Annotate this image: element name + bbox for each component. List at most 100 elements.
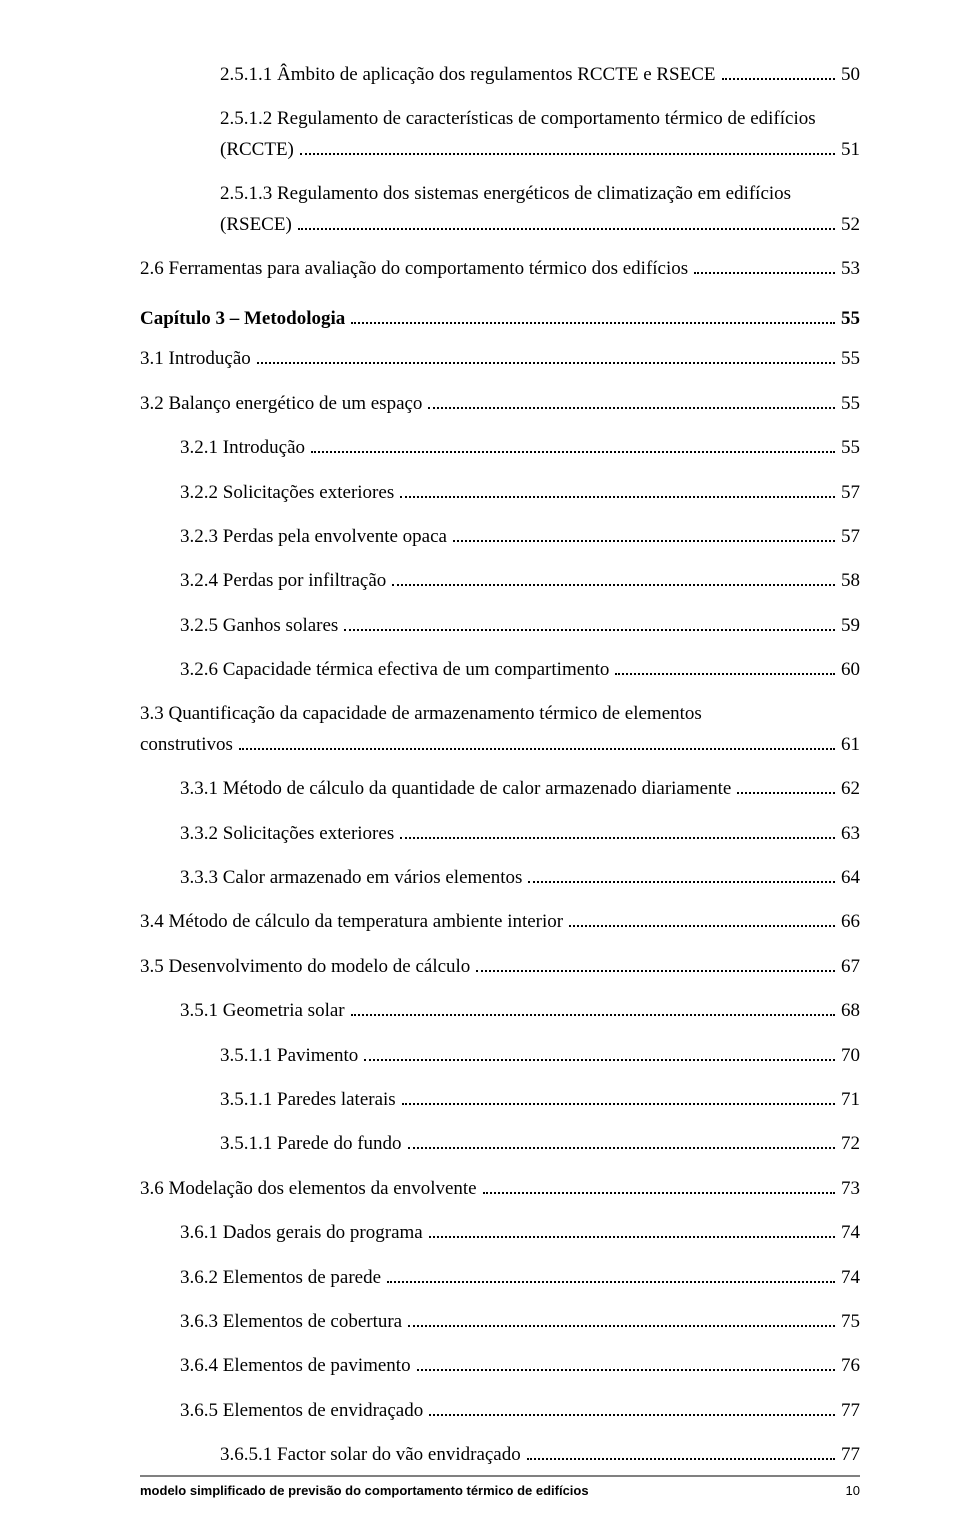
toc-page-number: 55 <box>841 433 860 463</box>
toc-page-number: 59 <box>841 611 860 641</box>
page-footer: modelo simplificado de previsão do compo… <box>140 1475 860 1498</box>
toc-entry-text: 3.3.2 Solicitações exteriores <box>180 819 394 849</box>
toc-entry-text: 3.2.1 Introdução <box>180 433 305 463</box>
toc-container: 2.5.1.1 Âmbito de aplicação dos regulame… <box>140 60 860 1471</box>
toc-entry: 3.5.1.1 Parede do fundo 72 <box>140 1129 860 1159</box>
toc-leader <box>239 748 835 750</box>
toc-entry: 3.3.2 Solicitações exteriores63 <box>140 819 860 849</box>
toc-entry-text: 3.2.2 Solicitações exteriores <box>180 478 394 508</box>
toc-entry-text: 3.3.1 Método de cálculo da quantidade de… <box>180 774 731 804</box>
toc-leader <box>528 881 835 883</box>
toc-page-number: 50 <box>841 60 860 90</box>
toc-leader <box>344 629 835 631</box>
toc-entry: 3.2.5 Ganhos solares 59 <box>140 611 860 641</box>
toc-page-number: 70 <box>841 1041 860 1071</box>
toc-leader <box>694 272 835 274</box>
toc-page-number: 68 <box>841 996 860 1026</box>
toc-entry: 3.6.1 Dados gerais do programa74 <box>140 1218 860 1248</box>
toc-page-number: 76 <box>841 1351 860 1381</box>
toc-page-number: 52 <box>841 210 860 240</box>
toc-page-number: 58 <box>841 566 860 596</box>
toc-entry: 3.6.5.1 Factor solar do vão envidraçado7… <box>140 1440 860 1470</box>
toc-entry: 3.2.3 Perdas pela envolvente opaca57 <box>140 522 860 552</box>
footer-divider <box>140 1475 860 1477</box>
toc-leader <box>364 1059 835 1061</box>
footer-content: modelo simplificado de previsão do compo… <box>140 1483 860 1498</box>
toc-entry: 3.1 Introdução55 <box>140 344 860 374</box>
toc-entry-text: 3.5.1.1 Parede do fundo <box>220 1129 402 1159</box>
toc-entry-text: 3.6.3 Elementos de cobertura <box>180 1307 402 1337</box>
toc-page-number: 77 <box>841 1396 860 1426</box>
toc-leader <box>298 228 835 230</box>
toc-entry-text: 3.2.6 Capacidade térmica efectiva de um … <box>180 655 609 685</box>
toc-leader <box>428 407 835 409</box>
toc-leader <box>408 1147 835 1149</box>
toc-entry: 3.3 Quantificação da capacidade de armaz… <box>140 699 860 760</box>
footer-title: modelo simplificado de previsão do compo… <box>140 1483 589 1498</box>
toc-page-number: 75 <box>841 1307 860 1337</box>
toc-entry-text: 3.2.5 Ganhos solares <box>180 611 338 641</box>
toc-leader <box>402 1103 835 1105</box>
toc-entry-text: 3.6.4 Elementos de pavimento <box>180 1351 411 1381</box>
toc-entry-text: 3.6 Modelação dos elementos da envolvent… <box>140 1174 477 1204</box>
toc-entry: 3.6.3 Elementos de cobertura 75 <box>140 1307 860 1337</box>
toc-leader <box>429 1236 835 1238</box>
toc-page-number: 67 <box>841 952 860 982</box>
toc-page-number: 74 <box>841 1218 860 1248</box>
toc-leader <box>483 1192 835 1194</box>
toc-leader <box>417 1369 835 1371</box>
toc-entry-text: 3.3.3 Calor armazenado em vários element… <box>180 863 522 893</box>
toc-leader <box>351 1014 835 1016</box>
toc-entry: 2.5.1.2 Regulamento de características d… <box>140 104 860 165</box>
toc-entry-text: 3.5.1.1 Paredes laterais <box>220 1085 396 1115</box>
toc-entry: 3.2 Balanço energético de um espaço55 <box>140 389 860 419</box>
toc-entry-text: 3.5.1 Geometria solar <box>180 996 345 1026</box>
toc-leader <box>737 792 835 794</box>
toc-page-number: 74 <box>841 1263 860 1293</box>
toc-page-number: 72 <box>841 1129 860 1159</box>
toc-entry-text: 3.5 Desenvolvimento do modelo de cálculo <box>140 952 470 982</box>
toc-page-number: 57 <box>841 478 860 508</box>
toc-page-number: 55 <box>841 344 860 374</box>
toc-page-number: 62 <box>841 774 860 804</box>
toc-leader <box>476 970 835 972</box>
footer-page-number: 10 <box>846 1483 860 1498</box>
toc-entry: 3.6.2 Elementos de parede 74 <box>140 1263 860 1293</box>
chapter-heading: Capítulo 3 – Metodologia55 <box>140 308 860 330</box>
toc-entry-text: 3.6.5 Elementos de envidraçado <box>180 1396 423 1426</box>
toc-page-number: 77 <box>841 1440 860 1470</box>
toc-entry-text: 3.3 Quantificação da capacidade de armaz… <box>140 699 860 729</box>
toc-entry-text: 2.5.1.3 Regulamento dos sistemas energét… <box>220 179 860 209</box>
toc-page-number: 55 <box>841 389 860 419</box>
toc-leader <box>387 1281 835 1283</box>
toc-entry: 3.2.1 Introdução 55 <box>140 433 860 463</box>
toc-entry: 3.2.4 Perdas por infiltração58 <box>140 566 860 596</box>
toc-page-number: 66 <box>841 907 860 937</box>
toc-leader <box>392 584 835 586</box>
toc-page-number: 71 <box>841 1085 860 1115</box>
toc-leader <box>429 1414 835 1416</box>
toc-entry-text: (RSECE) <box>220 210 292 240</box>
toc-entry-text: (RCCTE) <box>220 135 294 165</box>
toc-entry: 3.6.4 Elementos de pavimento 76 <box>140 1351 860 1381</box>
toc-entry-line2: construtivos61 <box>140 730 860 760</box>
toc-page-number: 60 <box>841 655 860 685</box>
toc-page-number: 53 <box>841 254 860 284</box>
toc-entry-text: 3.4 Método de cálculo da temperatura amb… <box>140 907 563 937</box>
toc-entry-line2: (RCCTE)51 <box>220 135 860 165</box>
toc-leader <box>722 78 835 80</box>
toc-entry-text: 3.6.2 Elementos de parede <box>180 1263 381 1293</box>
toc-entry: 3.6 Modelação dos elementos da envolvent… <box>140 1174 860 1204</box>
toc-entry: 3.5 Desenvolvimento do modelo de cálculo… <box>140 952 860 982</box>
toc-entry: 2.5.1.3 Regulamento dos sistemas energét… <box>140 179 860 240</box>
toc-entry-text: 3.2.3 Perdas pela envolvente opaca <box>180 522 447 552</box>
toc-leader <box>453 540 835 542</box>
toc-leader <box>400 837 835 839</box>
toc-leader <box>569 925 835 927</box>
toc-entry: 3.3.1 Método de cálculo da quantidade de… <box>140 774 860 804</box>
toc-leader <box>400 496 835 498</box>
toc-entry-text: 2.6 Ferramentas para avaliação do compor… <box>140 254 688 284</box>
toc-page-number: 61 <box>841 730 860 760</box>
toc-entry: 3.5.1.1 Pavimento70 <box>140 1041 860 1071</box>
toc-entry: 3.2.2 Solicitações exteriores 57 <box>140 478 860 508</box>
